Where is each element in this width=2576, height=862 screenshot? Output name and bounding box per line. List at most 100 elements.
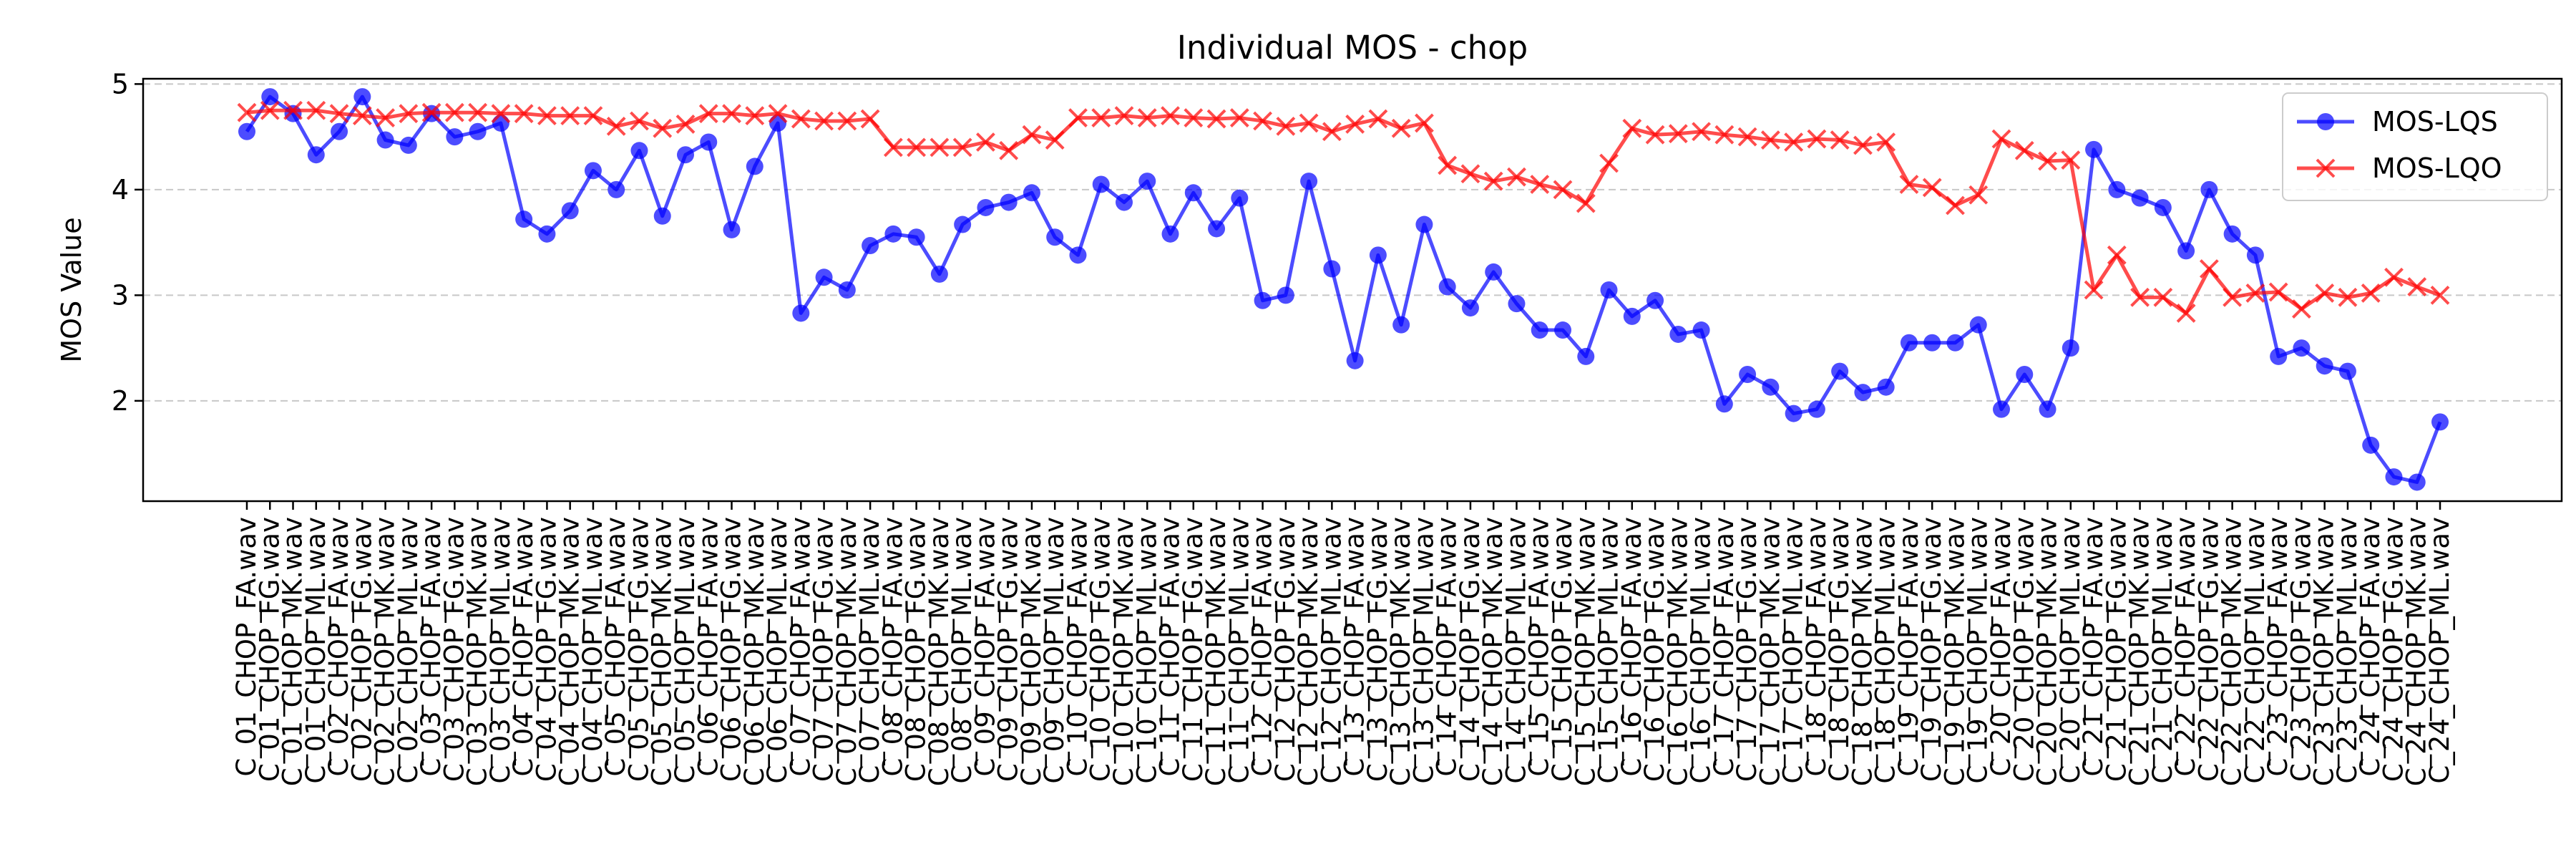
data-point-mos-lqs bbox=[538, 225, 556, 243]
y-axis-label: MOS Value bbox=[56, 217, 87, 362]
x-tick-label: C_16_CHOP_FG.wav bbox=[1639, 517, 1670, 782]
x-tick-label: C_12_CHOP_MK.wav bbox=[1293, 517, 1324, 786]
x-tick-label: C_06_CHOP_ML.wav bbox=[762, 517, 793, 784]
data-point-mos-lqo bbox=[560, 106, 580, 126]
data-point-mos-lqo bbox=[1876, 132, 1896, 152]
data-point-mos-lqs bbox=[1531, 321, 1548, 339]
data-point-mos-lqo bbox=[468, 102, 488, 122]
data-point-mos-lqo bbox=[1460, 164, 1480, 184]
data-point-mos-lqs bbox=[2039, 400, 2057, 418]
data-point-mos-lqo bbox=[791, 109, 811, 129]
data-point-mos-lqo bbox=[1760, 130, 1780, 150]
data-point-mos-lqo bbox=[1483, 171, 1503, 191]
grid-lines bbox=[143, 83, 2562, 402]
data-point-mos-lqs bbox=[1092, 175, 1110, 193]
data-point-mos-lqo bbox=[745, 106, 765, 126]
y-tick-label: 2 bbox=[112, 385, 129, 417]
data-point-mos-lqs bbox=[677, 146, 694, 164]
data-point-mos-lqs bbox=[954, 216, 972, 233]
x-tick-label: C_18_CHOP_FG.wav bbox=[1824, 517, 1855, 782]
data-point-mos-lqo bbox=[1553, 180, 1573, 200]
data-point-mos-lqs bbox=[492, 114, 509, 132]
x-tick-label: C_13_CHOP_FG.wav bbox=[1362, 517, 1393, 782]
x-tick-label: C_14_CHOP_FA.wav bbox=[1432, 517, 1463, 777]
x-tick-label: C_11_CHOP_ML.wav bbox=[1224, 517, 1254, 784]
x-tick-label: C_06_CHOP_MK.wav bbox=[739, 517, 770, 786]
data-point-mos-lqs bbox=[1715, 395, 1733, 413]
data-point-mos-lqo bbox=[329, 104, 349, 124]
data-point-mos-lqs bbox=[353, 88, 371, 106]
data-point-mos-lqo bbox=[606, 116, 626, 136]
x-tick-label: C_19_CHOP_FG.wav bbox=[1916, 517, 1947, 782]
x-tick-label: C_01_CHOP_FG.wav bbox=[254, 517, 285, 782]
x-tick-label: C_23_CHOP_FG.wav bbox=[2285, 517, 2316, 782]
x-tick-label: C_23_CHOP_FA.wav bbox=[2263, 517, 2293, 777]
data-point-mos-lqs bbox=[1831, 362, 1849, 380]
x-tick-label: C_20_CHOP_ML.wav bbox=[2055, 517, 2086, 784]
data-point-mos-lqs bbox=[862, 237, 879, 255]
data-point-mos-lqs bbox=[1554, 321, 1571, 339]
data-point-mos-lqs bbox=[1184, 184, 1202, 202]
data-point-mos-lqs bbox=[1946, 334, 1964, 352]
x-tick-label: C_24_CHOP_FG.wav bbox=[2378, 517, 2409, 782]
data-point-mos-lqo bbox=[952, 137, 972, 158]
data-point-mos-lqo bbox=[2153, 287, 2173, 307]
x-tick-label: C_22_CHOP_FA.wav bbox=[2170, 517, 2201, 777]
data-point-mos-lqs bbox=[1923, 334, 1941, 352]
x-tick-label: C_13_CHOP_ML.wav bbox=[1408, 517, 1439, 784]
data-point-mos-lqo bbox=[1991, 129, 2011, 149]
data-point-mos-lqo bbox=[1737, 127, 1757, 147]
data-point-mos-lqo bbox=[2430, 285, 2450, 305]
x-tick-label: C_16_CHOP_ML.wav bbox=[1686, 517, 1717, 784]
x-tick-label: C_09_CHOP_FA.wav bbox=[970, 517, 1000, 777]
data-point-mos-lqs bbox=[284, 105, 302, 122]
x-tick-label: C_03_CHOP_ML.wav bbox=[485, 517, 516, 784]
x-tick-label: C_07_CHOP_FG.wav bbox=[809, 517, 839, 782]
data-point-mos-lqo bbox=[1068, 108, 1088, 127]
data-point-mos-lqs bbox=[2177, 242, 2195, 260]
data-point-mos-lqs bbox=[1508, 295, 1526, 313]
data-point-mos-lqo bbox=[1830, 130, 1850, 150]
x-tick-label: C_05_CHOP_MK.wav bbox=[647, 517, 678, 786]
x-tick-label: C_10_CHOP_MK.wav bbox=[1108, 517, 1139, 786]
data-point-mos-lqo bbox=[2407, 277, 2427, 296]
x-tick-label: C_09_CHOP_ML.wav bbox=[1039, 517, 1070, 784]
data-point-mos-lqo bbox=[2176, 304, 2196, 323]
data-point-mos-lqs bbox=[1323, 260, 1341, 278]
data-point-mos-lqo bbox=[1645, 125, 1665, 145]
legend-label-mos-lqs: MOS-LQS bbox=[2372, 106, 2498, 137]
data-point-mos-lqs bbox=[1669, 325, 1687, 343]
x-tick-label: C_01_CHOP_ML.wav bbox=[301, 517, 331, 784]
data-point-mos-lqo bbox=[352, 106, 372, 126]
data-point-mos-lqo bbox=[1899, 175, 1919, 194]
data-point-mos-lqo bbox=[1438, 155, 1458, 175]
data-point-mos-lqo bbox=[2338, 287, 2358, 307]
x-tick-label: C_13_CHOP_FA.wav bbox=[1340, 517, 1370, 777]
x-tick-label: C_12_CHOP_FA.wav bbox=[1247, 517, 1278, 777]
data-point-mos-lqo bbox=[2107, 245, 2127, 265]
data-point-mos-lqo bbox=[1276, 116, 1296, 136]
x-tick-label: C_18_CHOP_MK.wav bbox=[1847, 517, 1878, 786]
data-point-mos-lqo bbox=[1091, 108, 1111, 127]
data-point-mos-lqs bbox=[1023, 184, 1040, 202]
data-point-mos-lqs bbox=[1000, 193, 1018, 211]
x-tick-label: C_14_CHOP_ML.wav bbox=[1501, 517, 1531, 784]
data-point-mos-lqs bbox=[1807, 400, 1825, 418]
data-point-mos-lqs bbox=[630, 142, 648, 160]
data-point-mos-lqs bbox=[2154, 198, 2172, 216]
x-tick-label: C_15_CHOP_FA.wav bbox=[1524, 517, 1555, 777]
data-point-mos-lqo bbox=[976, 132, 995, 152]
x-tick-label: C_08_CHOP_ML.wav bbox=[947, 517, 977, 784]
data-point-mos-lqs bbox=[1138, 173, 1156, 190]
data-point-mos-lqs bbox=[1438, 278, 1456, 296]
data-point-mos-lqo bbox=[2130, 287, 2150, 307]
data-point-mos-lqo bbox=[2384, 267, 2404, 287]
x-tick-label: C_10_CHOP_FA.wav bbox=[1062, 517, 1093, 777]
x-tick-label: C_05_CHOP_FA.wav bbox=[600, 517, 631, 777]
data-point-mos-lqo bbox=[1022, 125, 1042, 145]
x-axis-ticks: C_01_CHOP_FA.wavC_01_CHOP_FG.wavC_01_CHO… bbox=[231, 501, 2455, 786]
data-point-mos-lqo bbox=[1045, 130, 1065, 150]
data-point-mos-lqs bbox=[1762, 378, 1780, 396]
